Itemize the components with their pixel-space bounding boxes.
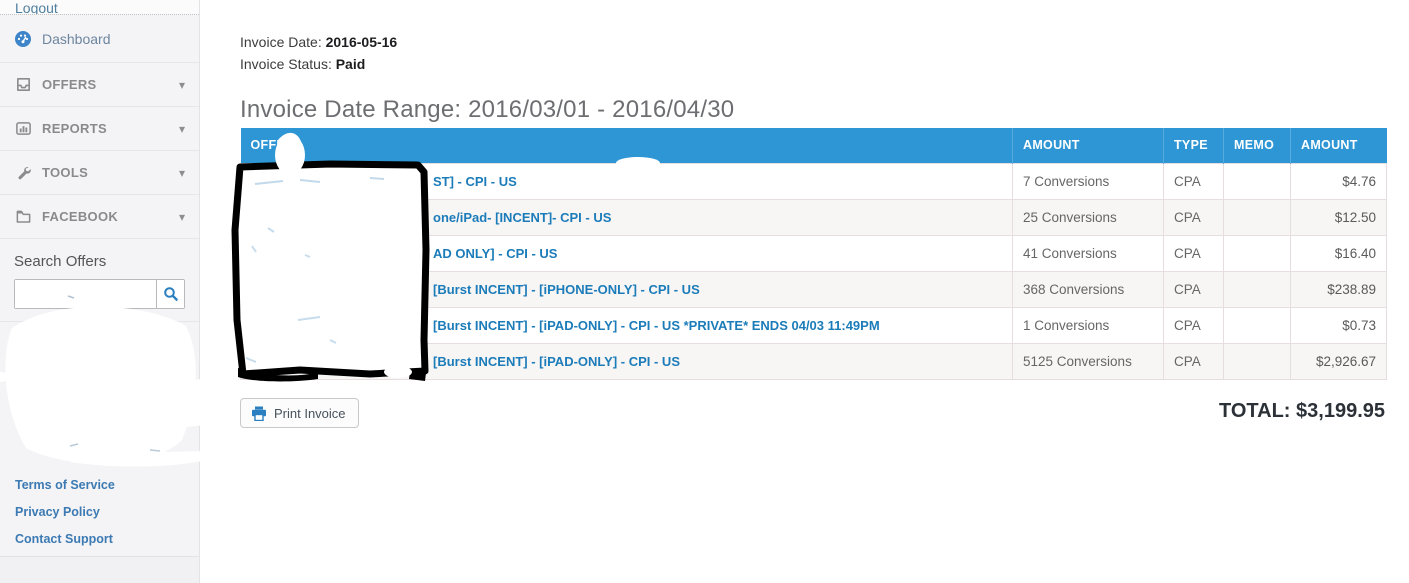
offer-cell: [Burst INCENT] - [iPAD-ONLY] - CPI - US: [240, 342, 1013, 380]
memo-cell: [1223, 306, 1291, 344]
amount-cell: 25 Conversions: [1012, 198, 1164, 236]
invoice-date-line: Invoice Date: 2016-05-16: [240, 31, 397, 53]
type-cell: CPA: [1163, 162, 1224, 200]
print-invoice-label: Print Invoice: [274, 405, 346, 421]
offer-link[interactable]: [Burst INCENT] - [iPAD-ONLY] - CPI - US: [433, 353, 680, 369]
memo-cell: [1223, 342, 1291, 380]
sidebar-item-facebook[interactable]: FACEBOOK ▾: [0, 195, 199, 239]
amount-cell: 1 Conversions: [1012, 306, 1164, 344]
memo-cell: [1223, 198, 1291, 236]
amount-cell: 368 Conversions: [1012, 270, 1164, 308]
offer-cell: [Burst INCENT] - [iPAD-ONLY] - CPI - US …: [240, 306, 1013, 344]
amount2-cell: $238.89: [1290, 270, 1387, 308]
type-cell: CPA: [1163, 306, 1224, 344]
sidebar-item-tools[interactable]: TOOLS ▾: [0, 151, 199, 195]
amount2-cell: $0.73: [1290, 306, 1387, 344]
privacy-policy-link[interactable]: Privacy Policy: [15, 505, 100, 519]
sidebar-item-label: Dashboard: [42, 30, 111, 47]
sidebar-item-offers[interactable]: OFFERS ▾: [0, 63, 199, 107]
contact-support-link[interactable]: Contact Support: [15, 532, 113, 546]
type-cell: CPA: [1163, 198, 1224, 236]
offer-link[interactable]: ST] - CPI - US: [433, 173, 517, 189]
total-label: TOTAL:: [1218, 400, 1291, 422]
column-header-offer: OFFER: [240, 128, 1013, 163]
invoice-meta: Invoice Date: 2016-05-16 Invoice Status:…: [240, 31, 397, 75]
amount-cell: 7 Conversions: [1012, 162, 1164, 200]
search-offers-section: Search Offers: [0, 239, 199, 322]
type-cell: CPA: [1163, 234, 1224, 272]
invoice-status-line: Invoice Status: Paid: [240, 53, 397, 75]
print-invoice-button[interactable]: Print Invoice: [240, 398, 359, 428]
main-content: Invoice Date: 2016-05-16 Invoice Status:…: [200, 0, 1409, 583]
chevron-down-icon: ▾: [178, 121, 185, 136]
table-row: [Burst INCENT] - [iPAD-ONLY] - CPI - US …: [240, 342, 1387, 380]
page-title: Invoice Date Range: 2016/03/01 - 2016/04…: [240, 96, 735, 123]
offer-link[interactable]: [Burst INCENT] - [iPAD-ONLY] - CPI - US …: [433, 317, 880, 333]
table-row: [Burst INCENT] - [iPAD-ONLY] - CPI - US …: [240, 306, 1387, 344]
total-value: $3,199.95: [1296, 400, 1385, 422]
invoice-date-label: Invoice Date:: [240, 34, 322, 50]
amount2-cell: $12.50: [1290, 198, 1387, 236]
column-header-memo: MEMO: [1223, 128, 1291, 163]
chevron-down-icon: ▾: [178, 165, 185, 180]
amount-cell: 41 Conversions: [1012, 234, 1164, 272]
column-header-amount2: AMOUNT: [1290, 128, 1387, 163]
invoice-status-value: Paid: [335, 56, 366, 72]
sidebar: Logout Dashboard OFFERS ▾ REPORTS ▾: [0, 0, 200, 583]
reports-icon: [14, 120, 32, 138]
amount-cell: 5125 Conversions: [1012, 342, 1164, 380]
sidebar-item-label: OFFERS: [42, 77, 97, 92]
search-icon: [163, 286, 179, 302]
sidebar-bottom-strip: [0, 556, 199, 583]
amount2-cell: $16.40: [1290, 234, 1387, 272]
sidebar-item-label: TOOLS: [42, 165, 89, 180]
type-cell: CPA: [1163, 342, 1224, 380]
amount2-cell: $2,926.67: [1290, 342, 1387, 380]
offer-cell: one/iPad- [INCENT]- CPI - US: [240, 198, 1013, 236]
terms-of-service-link[interactable]: Terms of Service: [15, 478, 115, 492]
sidebar-item-label: REPORTS: [42, 121, 107, 136]
offer-cell: AD ONLY] - CPI - US: [240, 234, 1013, 272]
table-row: ST] - CPI - US 7 Conversions CPA $4.76: [240, 162, 1387, 200]
printer-icon: [251, 406, 267, 421]
offers-icon: [14, 76, 32, 94]
memo-cell: [1223, 270, 1291, 308]
sidebar-footer: Terms of Service Privacy Policy Contact …: [0, 472, 199, 565]
offer-link[interactable]: AD ONLY] - CPI - US: [433, 245, 558, 261]
search-box: [14, 279, 185, 309]
tools-icon: [14, 164, 32, 182]
facebook-icon: [14, 208, 32, 226]
invoice-date-value: 2016-05-16: [325, 34, 398, 50]
amount2-cell: $4.76: [1290, 162, 1387, 200]
invoice-total: TOTAL: $3,199.95: [1219, 400, 1385, 423]
sidebar-divider: [0, 14, 199, 15]
invoice-status-label: Invoice Status:: [240, 56, 332, 72]
logout-link[interactable]: Logout: [15, 0, 58, 14]
table-row: AD ONLY] - CPI - US 41 Conversions CPA $…: [240, 234, 1387, 272]
logout-row: Logout: [0, 0, 199, 14]
dashboard-icon: [14, 30, 32, 48]
table-header-row: OFFER AMOUNT TYPE MEMO AMOUNT: [240, 128, 1387, 163]
invoice-table: OFFER AMOUNT TYPE MEMO AMOUNT ST] - CPI …: [240, 128, 1387, 380]
chevron-down-icon: ▾: [178, 77, 185, 92]
chevron-down-icon: ▾: [178, 209, 185, 224]
offer-cell: ST] - CPI - US: [240, 162, 1013, 200]
memo-cell: [1223, 162, 1291, 200]
search-offers-input[interactable]: [15, 280, 156, 308]
search-offers-label: Search Offers: [14, 253, 107, 270]
sidebar-item-dashboard[interactable]: Dashboard: [0, 15, 199, 63]
sidebar-item-reports[interactable]: REPORTS ▾: [0, 107, 199, 151]
search-button[interactable]: [156, 280, 184, 308]
offer-link[interactable]: one/iPad- [INCENT]- CPI - US: [433, 209, 612, 225]
type-cell: CPA: [1163, 270, 1224, 308]
offer-cell: [Burst INCENT] - [iPHONE-ONLY] - CPI - U…: [240, 270, 1013, 308]
column-header-amount: AMOUNT: [1012, 128, 1164, 163]
table-row: one/iPad- [INCENT]- CPI - US 25 Conversi…: [240, 198, 1387, 236]
memo-cell: [1223, 234, 1291, 272]
offer-link[interactable]: [Burst INCENT] - [iPHONE-ONLY] - CPI - U…: [433, 281, 700, 297]
column-header-type: TYPE: [1163, 128, 1224, 163]
table-row: [Burst INCENT] - [iPHONE-ONLY] - CPI - U…: [240, 270, 1387, 308]
sidebar-item-label: FACEBOOK: [42, 209, 119, 224]
